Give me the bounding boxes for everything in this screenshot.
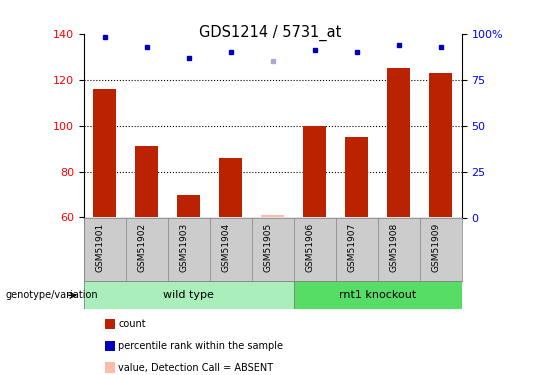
Bar bbox=[135, 146, 158, 218]
Bar bbox=[429, 73, 453, 217]
Text: genotype/variation: genotype/variation bbox=[5, 290, 98, 300]
Text: GSM51907: GSM51907 bbox=[348, 223, 357, 272]
Text: wild type: wild type bbox=[163, 290, 214, 300]
Text: GDS1214 / 5731_at: GDS1214 / 5731_at bbox=[199, 24, 341, 40]
Text: rnt1 knockout: rnt1 knockout bbox=[339, 290, 416, 300]
Bar bbox=[345, 137, 368, 218]
Text: GSM51903: GSM51903 bbox=[180, 223, 188, 272]
Bar bbox=[387, 68, 410, 218]
Bar bbox=[303, 126, 326, 218]
Bar bbox=[177, 195, 200, 217]
Text: value, Detection Call = ABSENT: value, Detection Call = ABSENT bbox=[118, 363, 273, 373]
Text: GSM51906: GSM51906 bbox=[306, 223, 315, 272]
Text: GSM51901: GSM51901 bbox=[96, 223, 105, 272]
Text: GSM51908: GSM51908 bbox=[390, 223, 399, 272]
Bar bbox=[294, 281, 462, 309]
Text: GSM51904: GSM51904 bbox=[222, 223, 231, 272]
Text: count: count bbox=[118, 320, 146, 329]
Text: percentile rank within the sample: percentile rank within the sample bbox=[118, 341, 284, 351]
Text: GSM51905: GSM51905 bbox=[264, 223, 273, 272]
Bar bbox=[219, 158, 242, 218]
Text: GSM51902: GSM51902 bbox=[138, 223, 147, 272]
Bar bbox=[93, 89, 116, 218]
Bar bbox=[84, 281, 294, 309]
Bar bbox=[261, 215, 284, 217]
Text: GSM51909: GSM51909 bbox=[431, 223, 441, 272]
